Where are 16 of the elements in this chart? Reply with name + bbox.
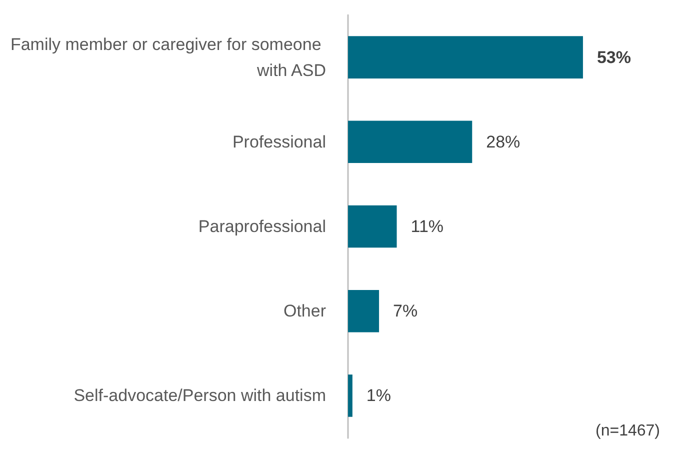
- bar: [348, 120, 472, 164]
- text: (n=1467): [596, 422, 660, 440]
- data-label: 7%: [393, 302, 418, 321]
- data-label: 11%: [410, 217, 444, 236]
- y-tick-label: Self-advocate/Person with autism: [74, 386, 326, 406]
- bar: [348, 36, 583, 78]
- y-tick-label: Family member or caregiver for someone with ASD: [10, 34, 326, 80]
- y-tick-label: Other: [283, 302, 326, 321]
- bar: [348, 374, 352, 417]
- data-label: 28%: [486, 132, 520, 152]
- y-tick-label: Professional: [232, 132, 326, 152]
- bar: [348, 290, 380, 332]
- y-tick-label: Paraprofessional: [198, 217, 326, 236]
- data-label: 53%: [596, 48, 631, 67]
- bar: [348, 205, 397, 248]
- data-label: 1%: [366, 386, 392, 406]
